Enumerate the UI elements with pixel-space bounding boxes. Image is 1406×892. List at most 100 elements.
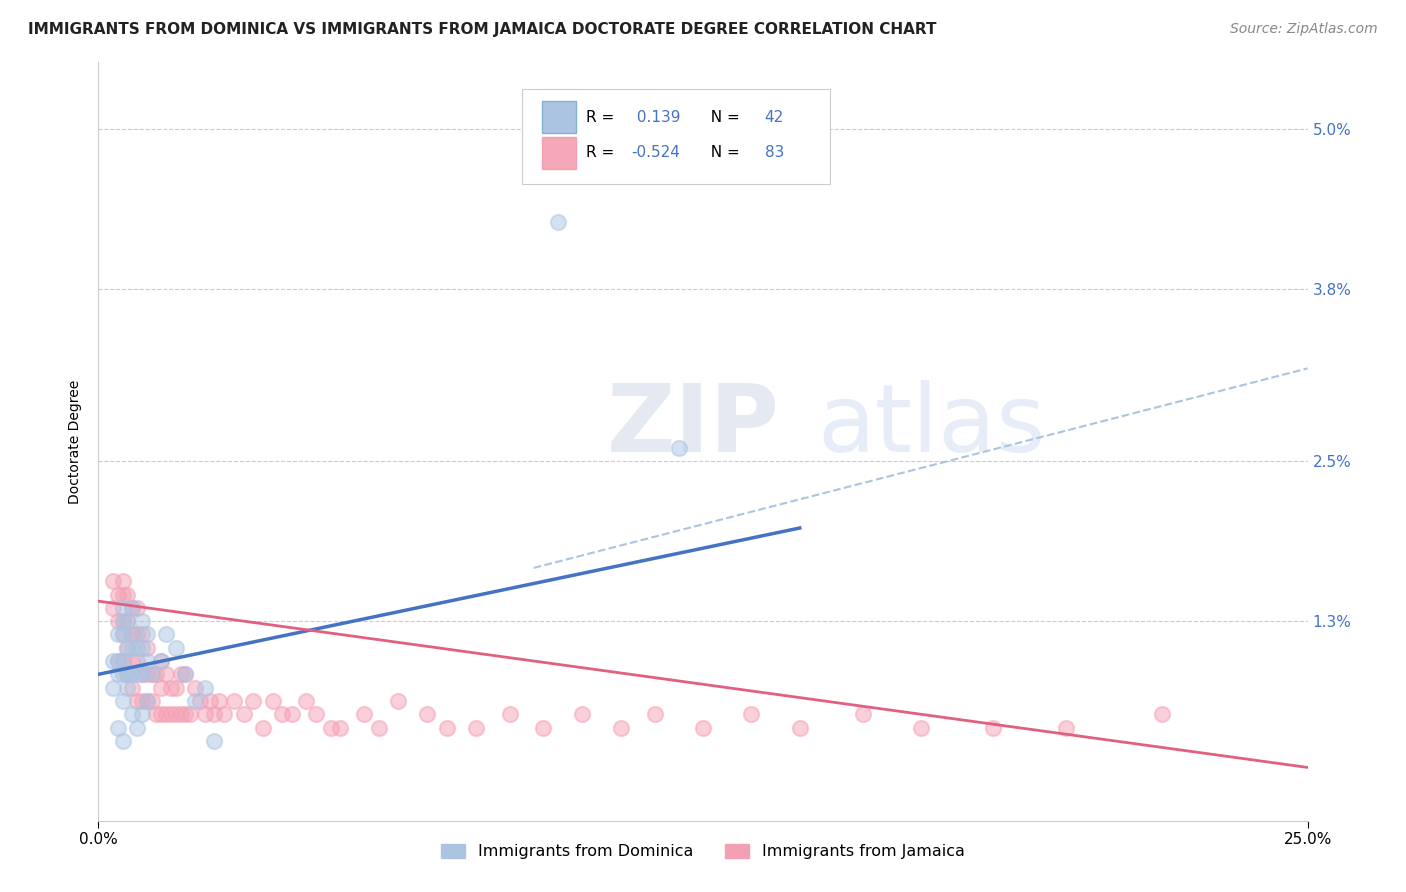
Point [121, 640, 143, 655]
Point [204, 734, 226, 748]
Point [150, 681, 173, 695]
Point [305, 707, 328, 722]
Point [135, 627, 157, 641]
Point [208, 694, 231, 708]
Text: R =: R = [586, 145, 619, 161]
Text: N =: N = [700, 145, 744, 161]
Point [212, 707, 235, 722]
Point [121, 681, 143, 695]
Point [111, 614, 134, 628]
Point [155, 707, 177, 722]
Point [262, 694, 284, 708]
Point [668, 441, 690, 455]
Point [135, 694, 157, 708]
Point [150, 654, 173, 668]
Point [127, 667, 149, 681]
Point [131, 707, 153, 722]
Text: atlas: atlas [818, 380, 1046, 473]
Point [135, 694, 157, 708]
Point [135, 667, 157, 681]
Point [135, 640, 157, 655]
Point [910, 721, 932, 735]
Point [436, 721, 458, 735]
Point [160, 681, 183, 695]
Point [141, 667, 163, 681]
Text: 83: 83 [765, 145, 785, 161]
Point [789, 721, 811, 735]
Point [111, 734, 134, 748]
Point [107, 721, 129, 735]
Point [111, 627, 134, 641]
Point [141, 694, 163, 708]
Point [117, 614, 139, 628]
Point [111, 614, 134, 628]
Point [117, 667, 139, 681]
Point [1054, 721, 1077, 735]
Point [1152, 707, 1174, 722]
Point [188, 694, 211, 708]
Point [101, 681, 124, 695]
Point [117, 640, 139, 655]
Point [160, 707, 183, 722]
Point [121, 600, 143, 615]
Point [416, 707, 439, 722]
Point [131, 640, 153, 655]
Point [242, 694, 264, 708]
Point [131, 614, 153, 628]
Point [271, 707, 294, 722]
Point [174, 667, 197, 681]
FancyBboxPatch shape [522, 89, 830, 184]
Point [194, 707, 217, 722]
Point [101, 574, 124, 589]
Point [117, 640, 139, 655]
Point [145, 707, 167, 722]
Point [204, 707, 226, 722]
Point [121, 654, 143, 668]
Point [281, 707, 304, 722]
Point [169, 707, 191, 722]
Point [155, 667, 177, 681]
Point [101, 654, 124, 668]
Point [852, 707, 875, 722]
Point [295, 694, 318, 708]
Point [571, 707, 593, 722]
Point [111, 694, 134, 708]
Point [131, 667, 153, 681]
Text: ZIP: ZIP [606, 380, 779, 473]
Point [150, 654, 173, 668]
Point [131, 694, 153, 708]
Point [141, 667, 163, 681]
Point [353, 707, 375, 722]
Point [145, 667, 167, 681]
Point [464, 721, 486, 735]
Point [117, 614, 139, 628]
Point [127, 694, 149, 708]
Point [610, 721, 633, 735]
Text: Source: ZipAtlas.com: Source: ZipAtlas.com [1230, 22, 1378, 37]
Text: R =: R = [586, 110, 619, 125]
Point [127, 600, 149, 615]
Point [740, 707, 762, 722]
Point [498, 707, 520, 722]
Point [111, 600, 134, 615]
Point [169, 667, 191, 681]
Legend: Immigrants from Dominica, Immigrants from Jamaica: Immigrants from Dominica, Immigrants fro… [434, 838, 972, 866]
Point [165, 707, 187, 722]
Point [387, 694, 409, 708]
Point [121, 627, 143, 641]
Point [117, 667, 139, 681]
Text: N =: N = [700, 110, 744, 125]
Point [117, 587, 139, 601]
Point [107, 627, 129, 641]
Point [150, 707, 173, 722]
Point [329, 721, 352, 735]
Point [111, 627, 134, 641]
Point [111, 667, 134, 681]
Point [184, 681, 207, 695]
Point [319, 721, 342, 735]
Point [174, 667, 197, 681]
Point [127, 627, 149, 641]
FancyBboxPatch shape [543, 101, 576, 133]
Point [111, 574, 134, 589]
Text: 0.139: 0.139 [631, 110, 681, 125]
